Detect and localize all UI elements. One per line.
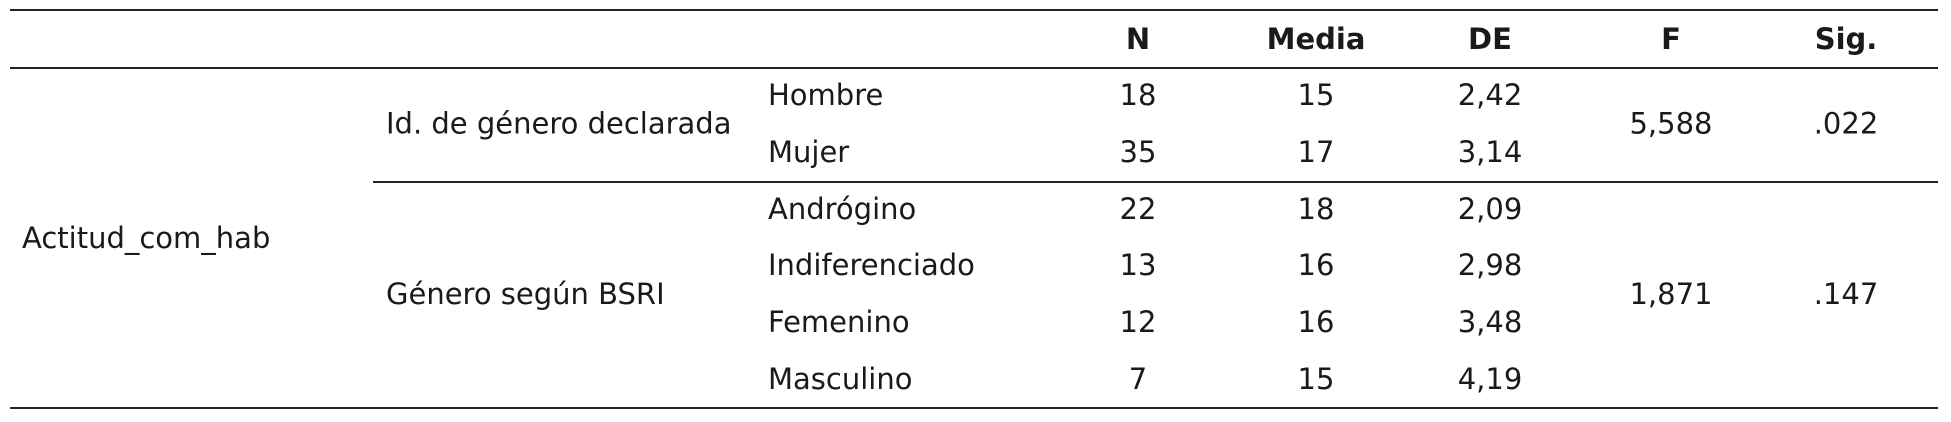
sig-value: .147 [1814,277,1879,311]
category: Hombre [768,78,883,112]
f-value: 5,588 [1629,107,1712,141]
n-value: 35 [1120,135,1157,169]
n-value: 18 [1120,78,1157,112]
de-value: 4,19 [1458,362,1523,396]
column-header: F [1661,22,1681,56]
de-value: 2,09 [1458,192,1523,226]
column-header: N [1126,22,1150,56]
category: Mujer [768,135,849,169]
category: Femenino [768,305,910,339]
n-value: 7 [1129,362,1147,396]
media-value: 16 [1298,248,1335,282]
sig-value: .022 [1814,107,1879,141]
media-value: 18 [1298,192,1335,226]
column-header: DE [1468,22,1512,56]
de-value: 3,48 [1458,305,1523,339]
column-header: Sig. [1815,22,1878,56]
column-header: Media [1267,22,1366,56]
n-value: 13 [1120,248,1157,282]
n-value: 12 [1120,305,1157,339]
group-label: Género según BSRI [386,277,665,311]
de-value: 3,14 [1458,135,1523,169]
category: Masculino [768,362,912,396]
media-value: 17 [1298,135,1335,169]
category: Andrógino [768,192,916,226]
variable-label: Actitud_com_hab [22,221,270,255]
de-value: 2,98 [1458,248,1523,282]
group-label: Id. de género declarada [386,107,731,141]
category: Indiferenciado [768,248,975,282]
de-value: 2,42 [1458,78,1523,112]
n-value: 22 [1120,192,1157,226]
media-value: 15 [1298,78,1335,112]
media-value: 15 [1298,362,1335,396]
media-value: 16 [1298,305,1335,339]
f-value: 1,871 [1629,277,1712,311]
